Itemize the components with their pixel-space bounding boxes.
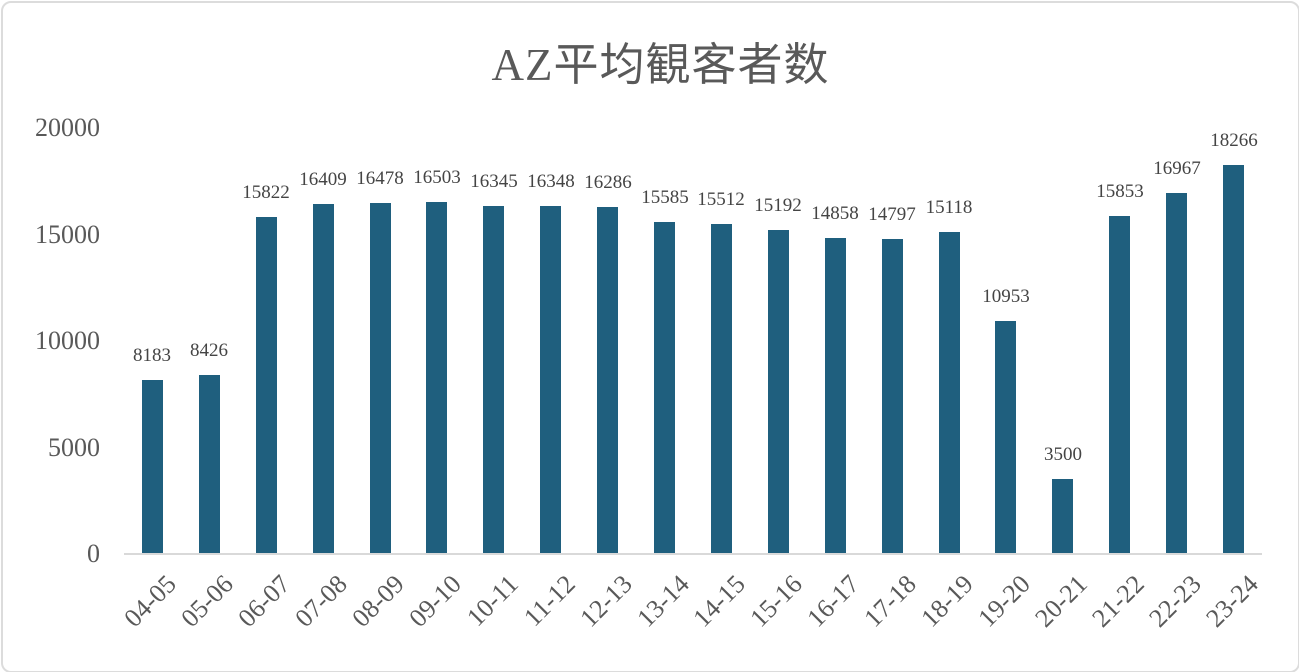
y-tick-label: 20000 (35, 113, 100, 142)
bar-20-21 (1052, 479, 1073, 554)
bar-value-label: 16286 (584, 172, 632, 193)
bar-value-label: 15822 (242, 182, 290, 203)
bar-12-13 (597, 207, 618, 554)
chart-title: AZ平均観客者数 (491, 40, 830, 90)
bar-15-16 (768, 230, 789, 554)
bar-value-label: 16478 (356, 168, 404, 189)
bar-value-label: 16503 (413, 167, 461, 188)
bar-11-12 (540, 206, 561, 554)
bar-18-19 (939, 232, 960, 554)
bar-04-05 (142, 380, 163, 554)
bar-09-10 (426, 202, 447, 554)
bar-value-label: 18266 (1210, 130, 1258, 151)
bar-08-09 (370, 203, 391, 554)
bar-value-label: 16345 (470, 171, 518, 192)
bar-value-label: 15118 (925, 197, 973, 218)
bar-value-label: 15512 (697, 189, 745, 210)
bar-value-label: 14797 (868, 204, 916, 225)
bar-value-label: 3500 (1044, 444, 1082, 465)
bar-22-23 (1166, 193, 1187, 554)
bar-23-24 (1223, 165, 1244, 554)
bar-value-label: 16409 (299, 169, 347, 190)
bar-value-label: 10953 (982, 286, 1030, 307)
bar-value-label: 14858 (811, 203, 859, 224)
bar-17-18 (882, 239, 903, 554)
bar-value-label: 15853 (1096, 181, 1144, 202)
bar-value-label: 8183 (133, 345, 171, 366)
bar-06-07 (256, 217, 277, 554)
bar-13-14 (654, 222, 675, 554)
bar-14-15 (711, 224, 732, 554)
bar-21-22 (1109, 216, 1130, 554)
bar-value-label: 16967 (1153, 158, 1201, 179)
bar-value-label: 15192 (754, 195, 802, 216)
bar-16-17 (825, 238, 846, 554)
y-tick-label: 0 (87, 539, 100, 568)
y-tick-label: 15000 (35, 219, 100, 249)
bar-value-label: 15585 (641, 187, 689, 208)
bar-07-08 (313, 204, 334, 554)
bar-19-20 (995, 321, 1016, 554)
y-tick-label: 5000 (48, 432, 100, 462)
bar-value-label: 16348 (527, 171, 575, 192)
bar-value-label: 8426 (190, 340, 228, 361)
bar-10-11 (483, 206, 504, 554)
bar-05-06 (199, 375, 220, 554)
y-tick-label: 10000 (35, 326, 100, 355)
x-axis-line (124, 553, 1262, 555)
